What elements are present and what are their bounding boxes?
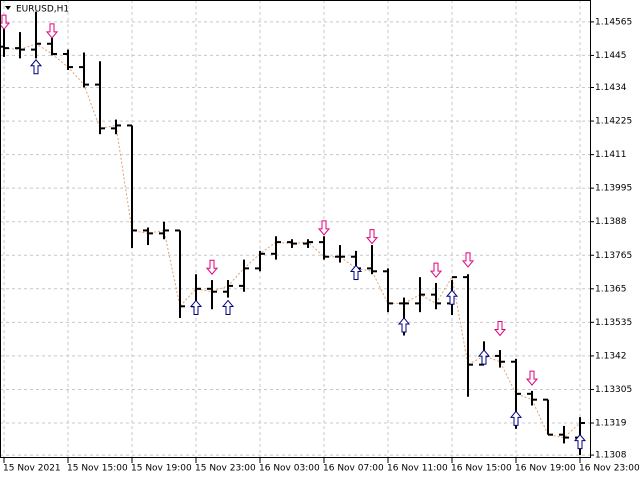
up-arrow	[29, 59, 43, 75]
x-tick-label: 16 Nov 19:00	[515, 464, 576, 474]
y-tick-label: 1.14565	[595, 17, 632, 27]
up-arrow	[445, 289, 459, 305]
down-arrow	[461, 252, 475, 268]
x-tick-label: 15 Nov 15:00	[67, 464, 128, 474]
y-tick-label: 1.14225	[595, 117, 632, 127]
up-arrow	[221, 299, 235, 315]
y-tick-label: 1.1365	[595, 284, 627, 294]
down-arrow	[365, 229, 379, 245]
up-arrow	[509, 410, 523, 426]
y-tick-label: 1.13305	[595, 385, 632, 395]
down-arrow	[45, 23, 59, 39]
y-tick-label: 1.1342	[595, 351, 627, 361]
x-tick-label: 16 Nov 23:00	[579, 464, 640, 474]
x-tick-label: 16 Nov 11:00	[387, 464, 448, 474]
down-arrow	[0, 14, 11, 30]
chart-title: EURUSD,H1	[16, 5, 69, 15]
down-arrow	[493, 320, 507, 337]
plot-frame	[0, 0, 591, 458]
y-tick-label: 1.13995	[595, 184, 632, 194]
up-arrow	[397, 317, 411, 333]
down-arrow	[429, 262, 443, 278]
up-arrow	[189, 299, 203, 315]
x-tick-label: 15 Nov 2021	[3, 464, 61, 474]
y-tick-label: 1.1308	[595, 451, 627, 461]
symbol-menu-icon[interactable]	[5, 6, 11, 10]
y-tick-label: 1.1434	[595, 83, 627, 93]
y-tick-label: 1.1445	[595, 51, 627, 61]
x-tick-label: 16 Nov 07:00	[323, 464, 384, 474]
y-tick-label: 1.13535	[595, 318, 632, 328]
up-arrow	[349, 264, 363, 280]
up-arrow	[477, 349, 491, 365]
down-arrow	[525, 370, 539, 386]
down-arrow	[317, 220, 331, 236]
x-tick-label: 15 Nov 23:00	[195, 464, 256, 474]
y-tick-label: 1.1411	[595, 150, 627, 160]
x-tick-label: 16 Nov 15:00	[451, 464, 512, 474]
x-tick-label: 16 Nov 03:00	[259, 464, 320, 474]
y-tick-label: 1.13765	[595, 251, 632, 261]
y-tick-label: 1.1319	[595, 418, 627, 428]
down-arrow	[205, 259, 219, 275]
x-tick-label: 15 Nov 19:00	[131, 464, 192, 474]
up-arrow	[573, 433, 587, 450]
y-tick-label: 1.1388	[595, 217, 627, 227]
